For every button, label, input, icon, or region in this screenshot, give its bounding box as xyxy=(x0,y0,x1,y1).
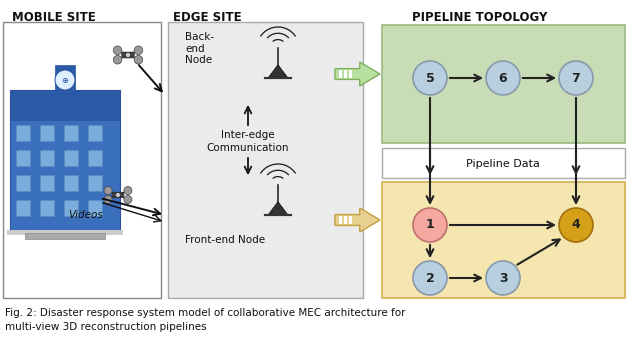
Circle shape xyxy=(134,55,143,64)
Text: 2: 2 xyxy=(426,271,435,284)
Text: 5: 5 xyxy=(426,72,435,85)
Bar xyxy=(382,148,625,178)
Circle shape xyxy=(124,195,132,204)
Text: MOBILE SITE: MOBILE SITE xyxy=(12,11,96,24)
Circle shape xyxy=(134,46,143,55)
Text: 3: 3 xyxy=(499,271,508,284)
Circle shape xyxy=(559,61,593,95)
FancyBboxPatch shape xyxy=(112,192,124,198)
Bar xyxy=(168,22,363,298)
Text: EDGE SITE: EDGE SITE xyxy=(173,11,241,24)
Polygon shape xyxy=(269,202,287,214)
Circle shape xyxy=(413,208,447,242)
Bar xyxy=(40,175,54,191)
Bar xyxy=(16,200,30,216)
Bar xyxy=(88,175,102,191)
Bar xyxy=(64,175,78,191)
Circle shape xyxy=(116,194,119,196)
Circle shape xyxy=(113,55,122,64)
Circle shape xyxy=(559,208,593,242)
Bar xyxy=(88,200,102,216)
Text: Videos: Videos xyxy=(68,210,103,220)
Bar xyxy=(344,216,347,224)
Bar xyxy=(344,69,347,78)
Circle shape xyxy=(104,186,112,195)
Text: Inter-edge
Communication: Inter-edge Communication xyxy=(207,130,289,153)
Circle shape xyxy=(55,70,75,90)
Bar xyxy=(7,230,123,235)
Circle shape xyxy=(127,54,129,56)
Bar xyxy=(382,25,625,143)
FancyBboxPatch shape xyxy=(122,52,134,58)
Bar xyxy=(16,150,30,166)
Text: 1: 1 xyxy=(426,218,435,232)
Bar xyxy=(40,200,54,216)
Bar xyxy=(40,125,54,141)
Text: 7: 7 xyxy=(572,72,580,85)
Circle shape xyxy=(113,46,122,55)
Bar xyxy=(339,69,342,78)
Bar xyxy=(25,233,105,239)
Bar xyxy=(16,125,30,141)
Bar xyxy=(16,175,30,191)
Text: PIPELINE TOPOLOGY: PIPELINE TOPOLOGY xyxy=(412,11,547,24)
Bar xyxy=(339,216,342,224)
Bar xyxy=(64,125,78,141)
Bar xyxy=(10,90,120,120)
Circle shape xyxy=(413,261,447,295)
Text: 6: 6 xyxy=(499,72,508,85)
Text: Fig. 2: Disaster response system model of collaborative MEC architecture for
mul: Fig. 2: Disaster response system model o… xyxy=(5,308,406,332)
Text: Back-
end
Node: Back- end Node xyxy=(185,32,214,65)
Bar xyxy=(349,216,352,224)
Polygon shape xyxy=(269,65,287,77)
Bar xyxy=(382,182,625,298)
Circle shape xyxy=(124,186,132,195)
Text: 4: 4 xyxy=(572,218,580,232)
Bar xyxy=(10,90,120,230)
Circle shape xyxy=(413,61,447,95)
Bar xyxy=(349,69,352,78)
Text: Pipeline Data: Pipeline Data xyxy=(466,159,540,169)
Bar xyxy=(3,22,161,298)
Text: ⊕: ⊕ xyxy=(61,75,68,85)
Text: Front-end Node: Front-end Node xyxy=(185,235,265,245)
Bar xyxy=(40,150,54,166)
Polygon shape xyxy=(335,208,380,232)
Circle shape xyxy=(104,195,112,204)
Bar xyxy=(88,125,102,141)
Polygon shape xyxy=(335,62,380,86)
Circle shape xyxy=(486,261,520,295)
Bar xyxy=(64,150,78,166)
Circle shape xyxy=(486,61,520,95)
Bar xyxy=(64,200,78,216)
Bar xyxy=(88,150,102,166)
Bar xyxy=(55,65,75,93)
